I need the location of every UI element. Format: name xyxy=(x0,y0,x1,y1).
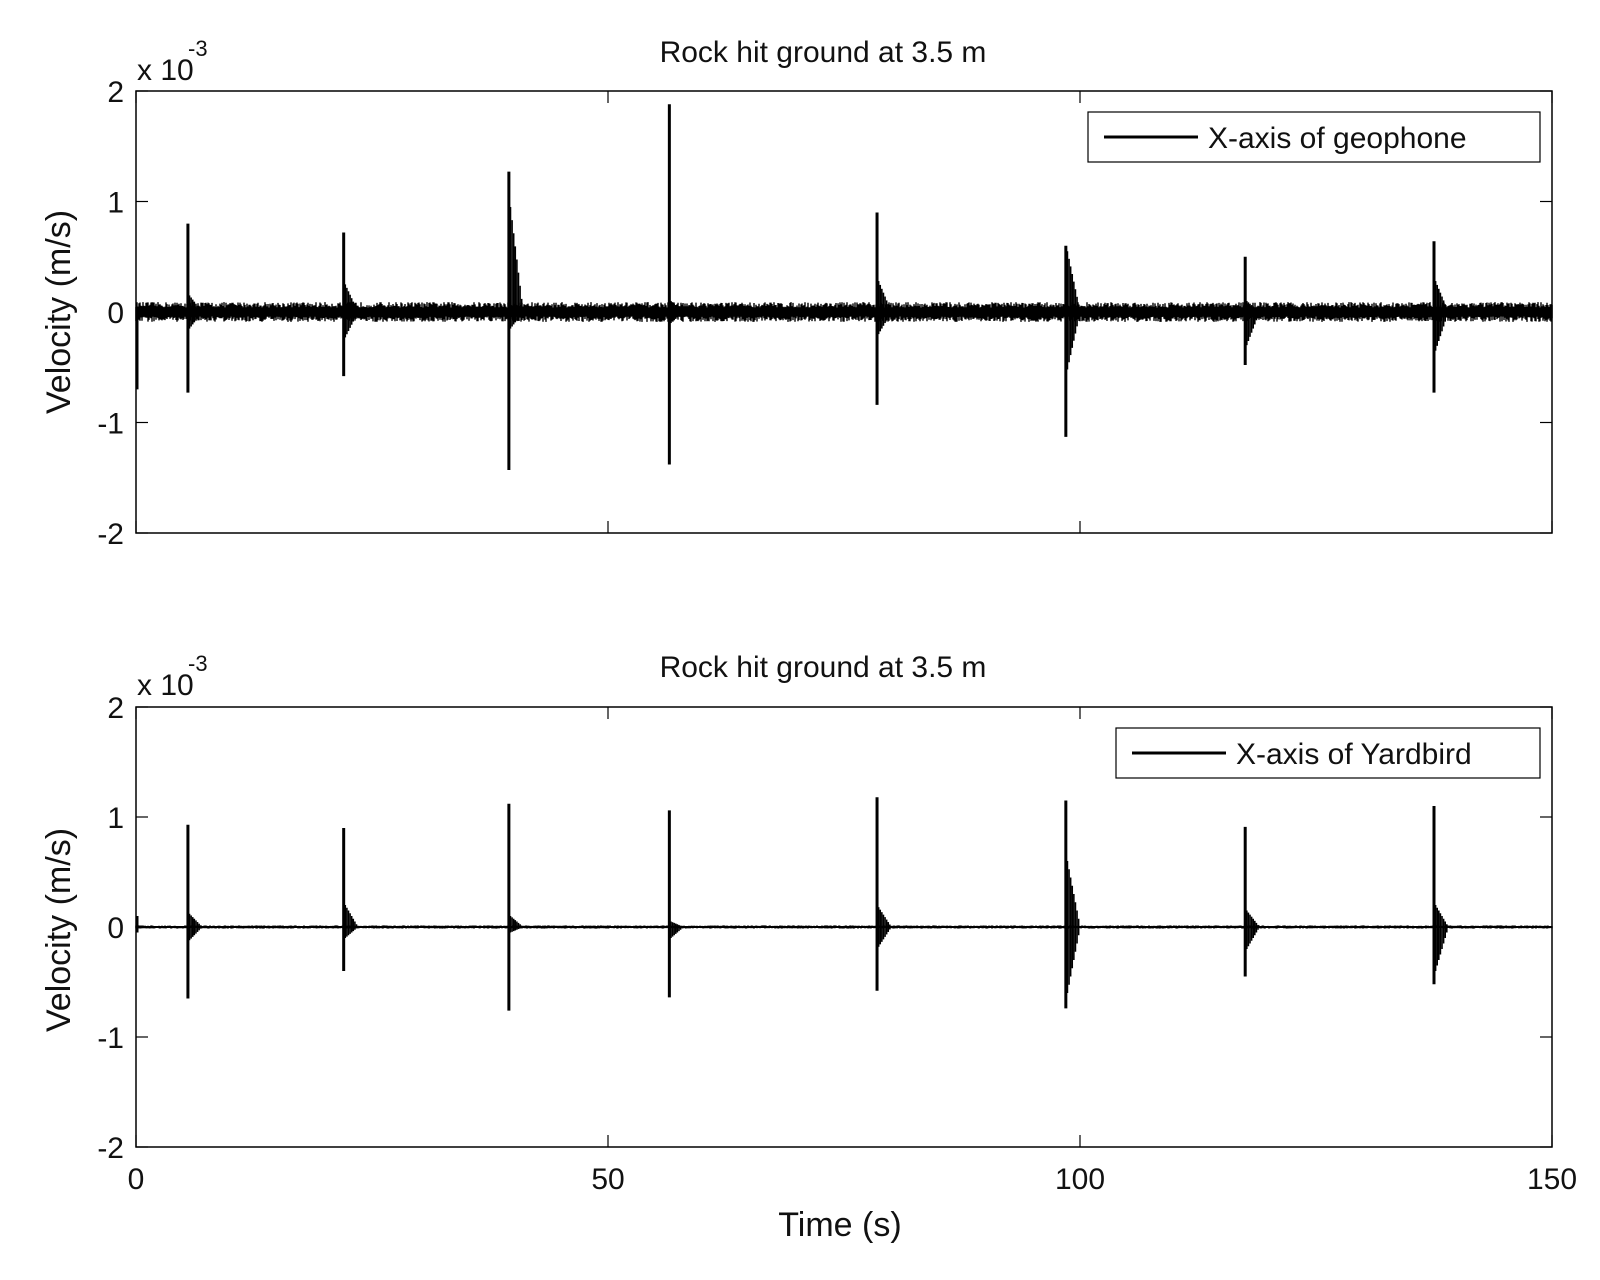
bottom-chart-title: Rock hit ground at 3.5 m xyxy=(660,651,987,684)
bottom-panel: Rock hit ground at 3.5 m x 10 -3 Velocit… xyxy=(40,651,1577,1244)
bottom-y-tick-label: -2 xyxy=(97,1132,124,1165)
top-legend: X-axis of geophone xyxy=(1087,111,1541,163)
top-legend-label: X-axis of geophone xyxy=(1208,122,1467,155)
top-y-tick-label: 1 xyxy=(107,187,124,220)
bottom-x-tick-label: 0 xyxy=(128,1163,145,1196)
top-axis-ticks: 2 1 0 -1 -2 xyxy=(97,76,1553,551)
top-y-exponent: -3 xyxy=(188,36,208,61)
bottom-y-tick-label: 0 xyxy=(107,912,124,945)
bottom-y-exponent: -3 xyxy=(188,651,208,676)
bottom-x-tick-label: 150 xyxy=(1527,1163,1577,1196)
bottom-x-tick-label: 50 xyxy=(591,1163,624,1196)
bottom-legend-label: X-axis of Yardbird xyxy=(1236,738,1472,771)
top-plot-frame xyxy=(135,90,1553,534)
bottom-y-tick-label: 1 xyxy=(107,802,124,835)
top-y-axis-label: Velocity (m/s) xyxy=(40,210,78,414)
bottom-axis-ticks: 0 50 100 150 2 1 0 -1 -2 xyxy=(97,692,1577,1196)
bottom-legend: X-axis of Yardbird xyxy=(1115,727,1541,779)
top-y-tick-label: -1 xyxy=(97,408,124,441)
top-chart-title: Rock hit ground at 3.5 m xyxy=(660,36,987,69)
top-series-geophone xyxy=(135,104,1553,471)
bottom-y-axis-label: Velocity (m/s) xyxy=(40,828,78,1032)
bottom-series-yardbird xyxy=(135,797,1553,1011)
top-y-multiplier: x 10 xyxy=(137,54,194,87)
top-panel: Rock hit ground at 3.5 m x 10 -3 Velocit… xyxy=(40,36,1553,551)
bottom-y-multiplier: x 10 xyxy=(137,669,194,702)
x-axis-label: Time (s) xyxy=(778,1206,901,1244)
bottom-y-tick-label: -1 xyxy=(97,1022,124,1055)
bottom-y-tick-label: 2 xyxy=(107,692,124,725)
top-y-tick-label: 0 xyxy=(107,297,124,330)
bottom-x-tick-label: 100 xyxy=(1055,1163,1105,1196)
bottom-plot-frame xyxy=(135,706,1553,1148)
top-y-tick-label: -2 xyxy=(97,518,124,551)
top-y-tick-label: 2 xyxy=(107,76,124,109)
